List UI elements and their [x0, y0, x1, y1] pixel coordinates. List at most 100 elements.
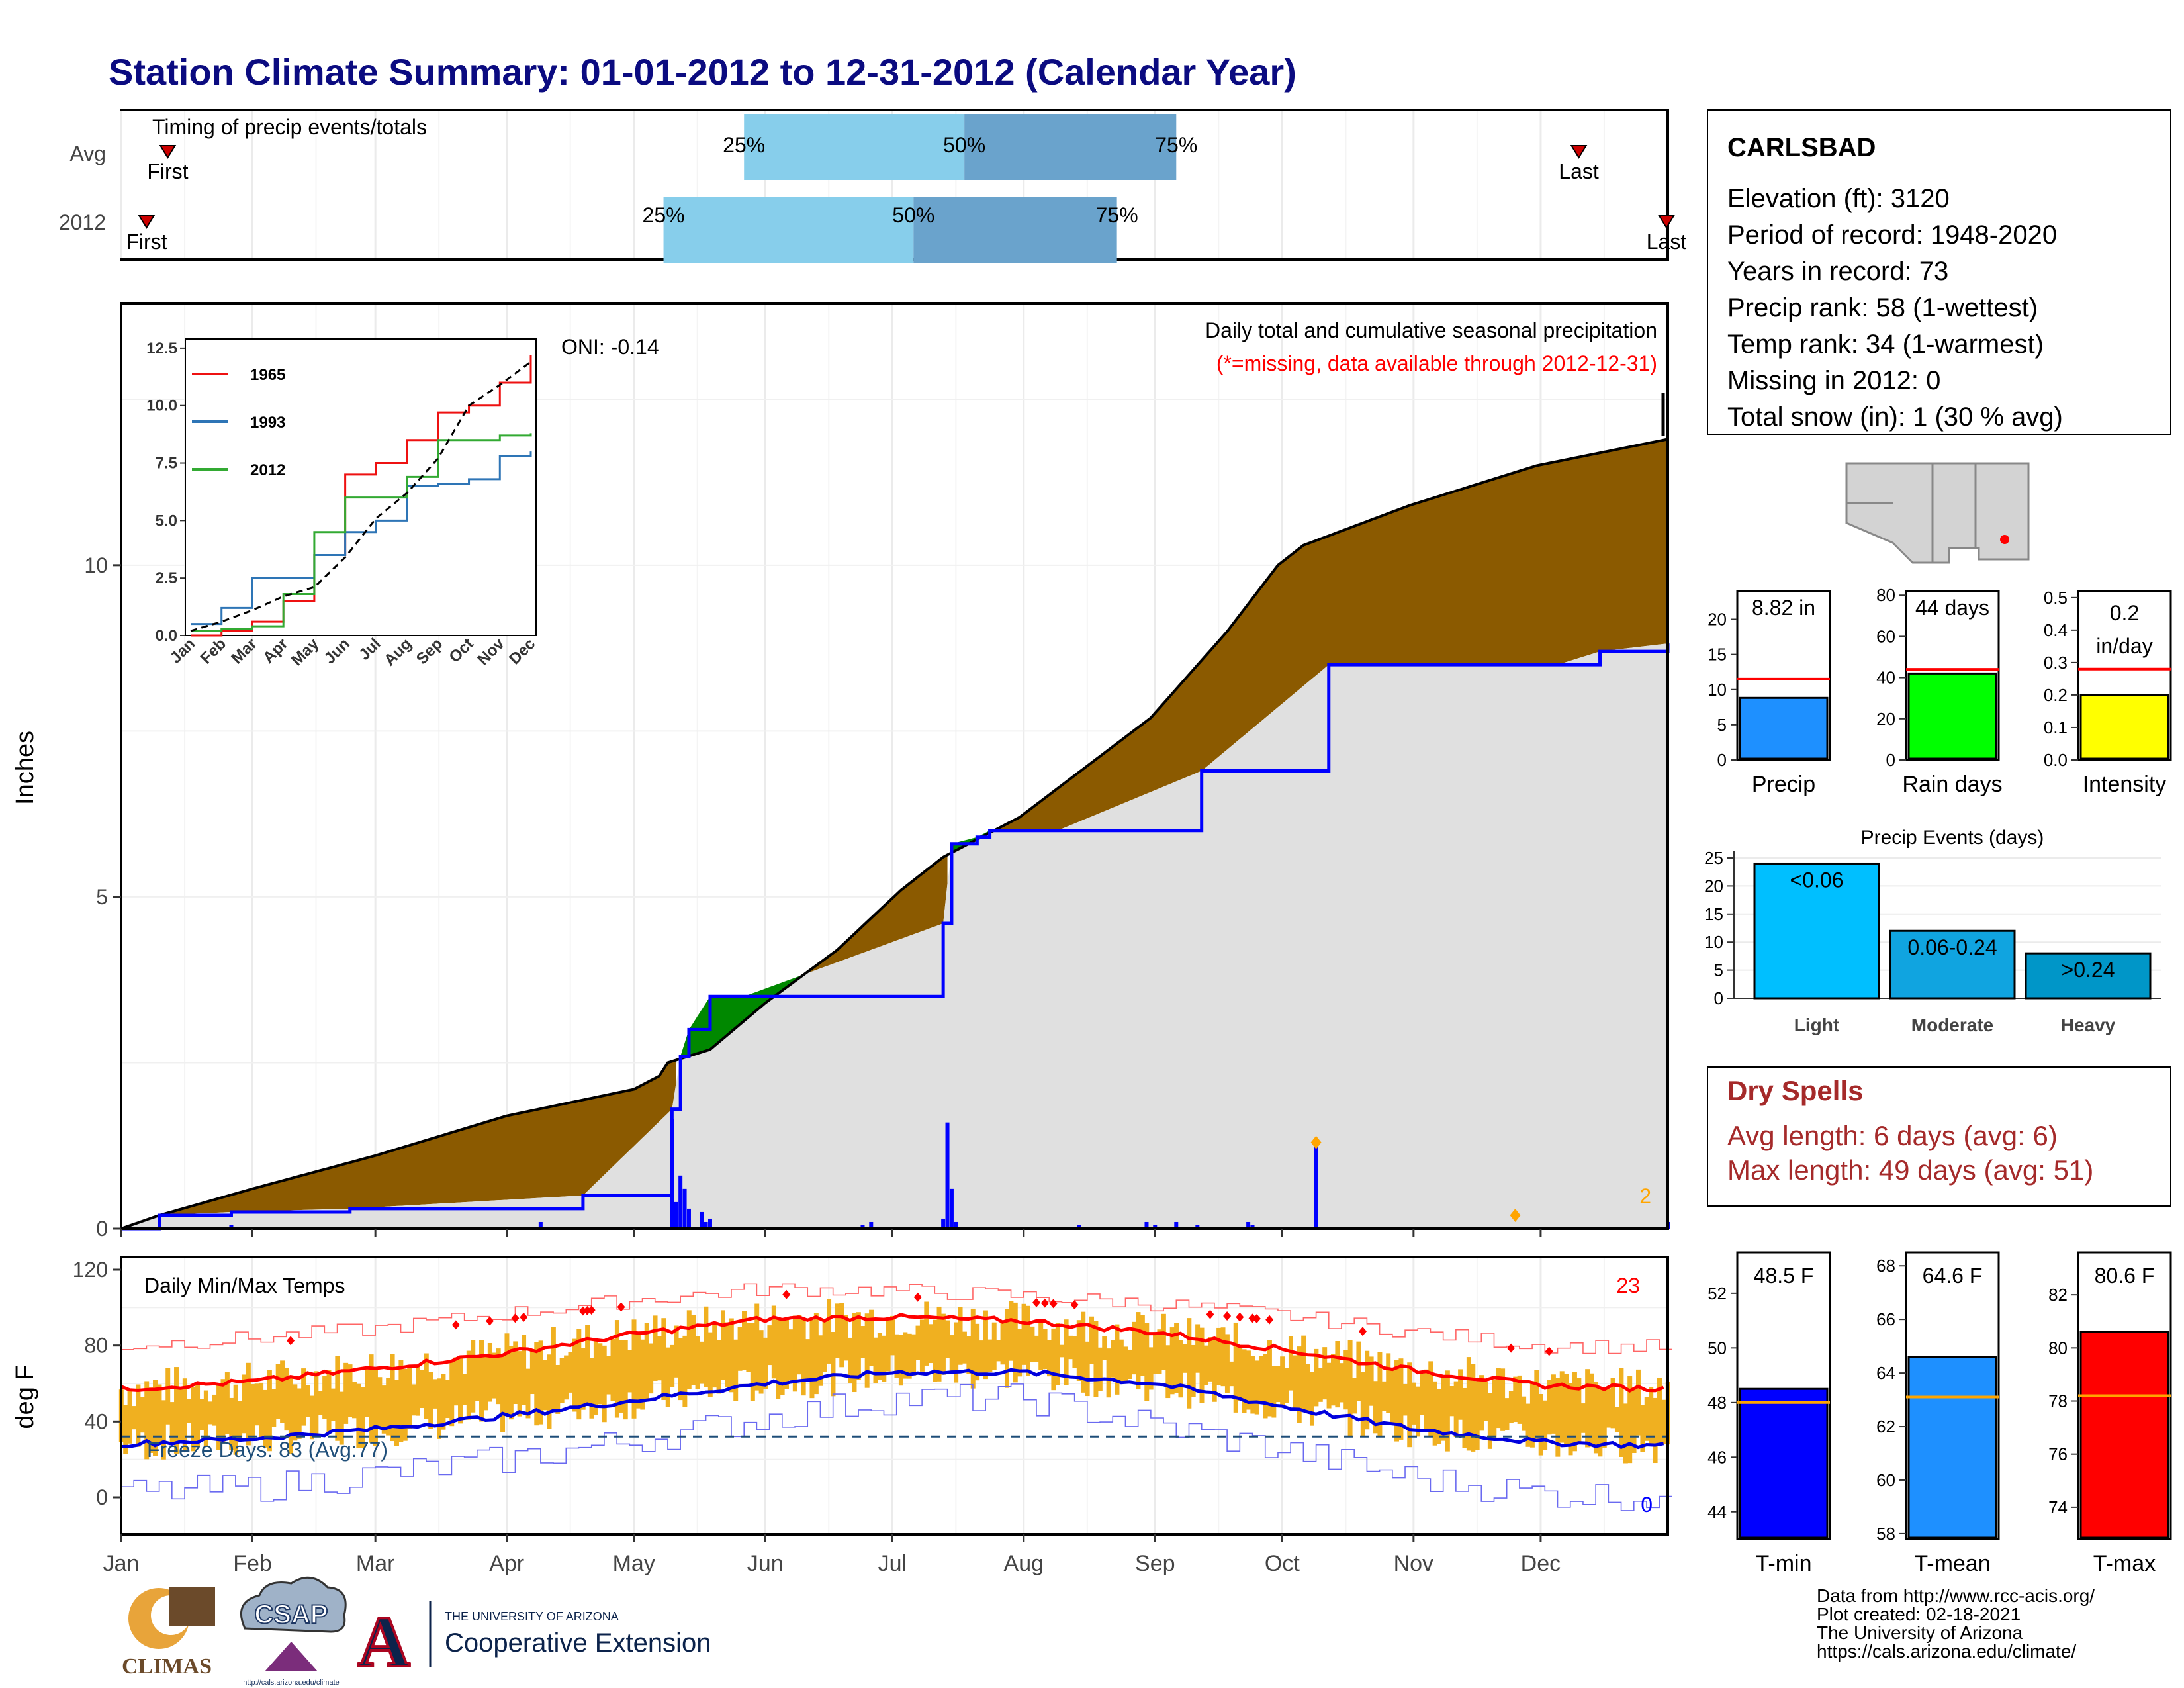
daily-temp-bar: [471, 1340, 476, 1413]
daily-temp-bar: [1623, 1403, 1628, 1464]
daily-temp-bar: [593, 1340, 598, 1415]
daily-temp-bar: [479, 1340, 484, 1422]
daily-temp-bar: [1504, 1398, 1510, 1430]
daily-temp-bar: [818, 1335, 823, 1386]
daily-temp-bar: [1280, 1356, 1285, 1406]
daily-temp-bar: [945, 1320, 950, 1358]
daily-temp-bar: [453, 1357, 459, 1406]
daily-temp-bar: [1547, 1380, 1552, 1435]
daily-temp-bar: [169, 1402, 175, 1444]
daily-temp-bar: [296, 1388, 302, 1439]
daily-temp-bar: [1118, 1339, 1124, 1382]
timing-p25-label: 25%: [643, 203, 685, 227]
daily-temp-bar: [1580, 1403, 1586, 1433]
daily-temp-bar: [1649, 1387, 1654, 1446]
record-high-marker: [1252, 1313, 1261, 1323]
daily-temp-bar: [1330, 1354, 1336, 1406]
daily-temp-bar: [848, 1337, 853, 1383]
daily-temp-bar: [525, 1368, 531, 1419]
daily-temp-bar: [933, 1319, 938, 1382]
daily-temp-bar: [991, 1322, 997, 1370]
daily-temp-bar: [1411, 1382, 1416, 1425]
daily-temp-bar: [822, 1321, 827, 1372]
daily-temp-bar: [517, 1351, 522, 1417]
daily-precip-bar: [538, 1221, 543, 1229]
daily-temp-bar: [195, 1382, 201, 1448]
daily-temp-bar: [1229, 1361, 1234, 1387]
daily-temp-bar: [712, 1322, 717, 1388]
y-tick-label: 40: [84, 1409, 108, 1433]
daily-temp-bar: [1424, 1369, 1429, 1430]
month-label-mar: Mar: [356, 1551, 395, 1576]
daily-temp-bar: [954, 1322, 959, 1383]
avg-cumulative-line: [120, 438, 1668, 1230]
temp-summary-y-tick-label: 48: [1707, 1393, 1727, 1413]
daily-temp-bar: [1136, 1312, 1141, 1390]
month-label-jul: Jul: [878, 1551, 907, 1576]
daily-temp-bar: [377, 1377, 383, 1429]
inset-y-tick-label: 10.0: [146, 397, 177, 415]
daily-temp-bar: [725, 1322, 730, 1387]
daily-temp-bar: [585, 1325, 590, 1404]
daily-temp-bar: [1589, 1373, 1594, 1447]
daily-temp-bar: [665, 1347, 670, 1407]
daily-temp-bar: [1271, 1366, 1277, 1418]
daily-temp-bar: [644, 1323, 649, 1399]
daily-temp-bar: [1529, 1381, 1535, 1448]
footer-line-3: The University of Arizona: [1817, 1622, 2023, 1643]
daily-temp-bar: [707, 1332, 713, 1397]
record-high-marker: [520, 1312, 528, 1322]
temp-summary-y-tick-label: 68: [1876, 1256, 1895, 1276]
timing-p75-label: 75%: [1155, 133, 1197, 157]
events-category-label: Heavy: [2061, 1015, 2116, 1035]
daily-temp-bar: [750, 1323, 755, 1401]
daily-temp-bar: [1187, 1318, 1192, 1409]
daily-precip-bar: [1195, 1225, 1200, 1229]
daily-temp-bar: [445, 1380, 450, 1419]
temp-summary-y-tick-label: 74: [2048, 1497, 2068, 1517]
daily-temp-bar: [187, 1399, 192, 1423]
daily-temp-bar: [1106, 1348, 1111, 1398]
temp-summary-y-tick-label: 82: [2048, 1285, 2068, 1305]
daily-temp-bar: [568, 1352, 573, 1393]
month-label-apr: Apr: [489, 1551, 524, 1576]
first-event-label: First: [126, 230, 167, 254]
daily-temp-bar: [767, 1325, 772, 1366]
daily-temp-bar: [284, 1367, 289, 1431]
daily-temp-bar: [1161, 1313, 1166, 1370]
daily-temp-bar: [1288, 1336, 1293, 1391]
dry-spells-avg: Avg length: 6 days (avg: 6): [1727, 1120, 2058, 1151]
daily-temp-bar: [1445, 1370, 1450, 1452]
station-missing: Missing in 2012: 0: [1727, 366, 1940, 395]
daily-temp-bar: [1500, 1368, 1506, 1431]
daily-temp-bar: [351, 1382, 357, 1419]
daily-temp-bar: [572, 1338, 577, 1412]
timing-title: Timing of precip events/totals: [152, 115, 427, 139]
daily-temp-bar: [788, 1329, 794, 1381]
precip-events-chart: Precip Events (days) 0 5 10 15 20 25 <0.06 Ligh…: [1704, 827, 2161, 1035]
daily-temp-bar: [1081, 1311, 1086, 1393]
ua-university-text: THE UNIVERSITY OF ARIZONA: [445, 1610, 619, 1623]
temp-summary-bar-label: T-mean: [1914, 1551, 1990, 1576]
daily-temp-bar: [1169, 1327, 1175, 1395]
daily-temp-bar: [1559, 1371, 1565, 1443]
daily-temp-bar: [1242, 1349, 1247, 1413]
ua-letter: A: [357, 1601, 410, 1682]
temp-summary-y-tick-label: 50: [1707, 1338, 1727, 1358]
daily-temp-bar: [386, 1378, 391, 1436]
daily-temp-bar: [238, 1401, 243, 1442]
daily-temp-bar: [1653, 1397, 1658, 1464]
climas-logo-text: CLIMAS: [122, 1654, 212, 1679]
daily-temp-bar: [191, 1387, 196, 1452]
footer-line-2: Plot created: 02-18-2021: [1817, 1604, 2021, 1624]
daily-temp-bar: [157, 1384, 162, 1443]
daily-temp-bar: [1038, 1319, 1044, 1370]
daily-temp-bar: [1021, 1303, 1026, 1365]
daily-temp-bar: [496, 1348, 501, 1405]
timing-box-upper: [913, 197, 1117, 263]
daily-temp-bar: [555, 1364, 561, 1414]
daily-temp-bar: [1572, 1372, 1577, 1452]
daily-temp-bar: [1009, 1301, 1014, 1361]
daily-temp-bar: [1373, 1381, 1379, 1434]
station-name: CARLSBAD: [1727, 133, 1876, 162]
